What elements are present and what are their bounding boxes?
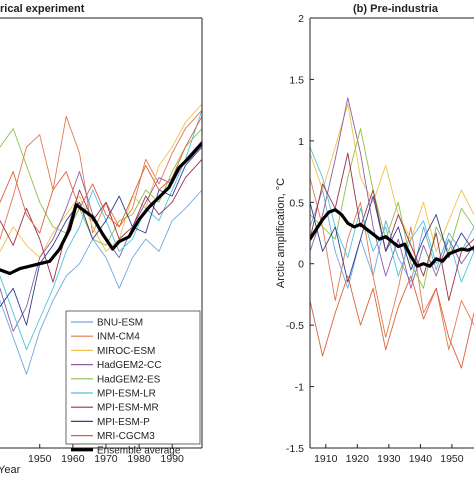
panel-b-ylabel: Arctic amplification, °C <box>275 178 287 288</box>
legend-label-hadgem2-cc: HadGEM2-CC <box>97 360 161 371</box>
panel-a-xticks: 1950 1960 1970 1980 1990 <box>28 444 184 465</box>
legend-label-inm-cm4: INM-CM4 <box>97 332 140 343</box>
panel-b-ytick-label: -1.5 <box>286 443 304 455</box>
panel-a-xtick-label: 1970 <box>94 453 118 465</box>
panel-b-series-hadgem2-es <box>310 128 474 289</box>
panel-b-ytick-label: -0.5 <box>286 320 304 332</box>
panel-a: rical experiment 1950 1960 1970 1980 1990 Ye… <box>0 3 203 476</box>
panel-b-series-inm-cm4 <box>310 177 474 351</box>
panel-a-xtick-label: 1980 <box>127 453 151 465</box>
panel-a-series-group <box>0 103 202 375</box>
panel-b-series-mpi-esm-lr <box>310 146 474 283</box>
legend-label-miroc-esm: MIROC-ESM <box>97 346 155 357</box>
legend-label-bnu-esm: BNU-ESM <box>97 318 143 329</box>
panel-b-series-mri-cgcm3 <box>310 275 474 369</box>
panel-a-xtick-label: 1960 <box>61 453 85 465</box>
panel-b-xtick-label: 1910 <box>314 453 338 465</box>
panel-b-xtick-label: 1940 <box>409 453 433 465</box>
panel-a-series-inm-cm4 <box>0 109 202 240</box>
panel-b-series-group <box>310 97 474 369</box>
legend-label-mpi-esm-p: MPI-ESM-P <box>97 417 150 428</box>
legend-label-mri-cgcm3: MRI-CGCM3 <box>97 431 155 442</box>
panel-b-ytick-label: 2 <box>298 13 304 25</box>
panel-b-series-ensemble-average <box>310 208 474 268</box>
panel-b-yticks: -1.5 -1 -0.5 0 0.5 1 1.5 2 <box>286 13 314 455</box>
panel-b-ytick-label: 1.5 <box>289 74 304 86</box>
panel-b: (b) Pre-industria -1.5 -1 -0.5 0 0.5 1 1.5 2 19… <box>275 3 474 465</box>
legend: BNU-ESM INM-CM4 MIROC-ESM HadGEM2-CC HadGEM2… <box>65 310 201 456</box>
panel-a-xlabel: Year <box>0 464 21 474</box>
panel-a-series-mri-cgcm3 <box>0 115 202 234</box>
legend-label-hadgem2-es: HadGEM2-ES <box>97 374 161 385</box>
panel-a-series-mpi-esm-lr <box>0 109 202 351</box>
panel-a-xtick-label: 1950 <box>28 453 52 465</box>
panel-b-xtick-label: 1950 <box>440 453 464 465</box>
panel-a-series-ensemble-average <box>0 141 202 276</box>
panel-b-title: (b) Pre-industria <box>353 3 439 15</box>
legend-label-mpi-esm-lr: MPI-ESM-LR <box>97 389 156 400</box>
panel-a-series-bnu-esm <box>0 189 202 375</box>
panel-a-title: rical experiment <box>0 3 85 15</box>
legend-items: BNU-ESM INM-CM4 MIROC-ESM HadGEM2-CC HadGEM2… <box>71 318 181 456</box>
panel-b-series-miroc-esm <box>310 103 474 252</box>
panel-b-xtick-label: 1930 <box>377 453 401 465</box>
panel-b-xtick-label: 1920 <box>346 453 370 465</box>
panel-b-series-mpi-esm-mr <box>310 152 474 302</box>
panel-b-series-mpi-esm-p <box>310 195 474 283</box>
panel-a-xtick-label: 1990 <box>161 453 185 465</box>
panel-b-ytick-label: 0.5 <box>289 197 304 209</box>
panel-b-series-hadgem2-cc <box>310 97 474 289</box>
panel-b-xticks: 1910 1920 1930 1940 1950 <box>314 444 464 465</box>
panel-a-series-miroc-esm <box>0 103 202 259</box>
legend-label-ensemble-average: Ensemble average <box>97 445 181 456</box>
legend-label-mpi-esm-mr: MPI-ESM-MR <box>97 403 159 414</box>
panel-a-series-hadgem2-es <box>0 128 202 246</box>
panel-b-ytick-label: -1 <box>295 382 304 394</box>
panel-b-ytick-label: 1 <box>298 136 304 148</box>
panel-b-ytick-label: 0 <box>298 259 304 271</box>
